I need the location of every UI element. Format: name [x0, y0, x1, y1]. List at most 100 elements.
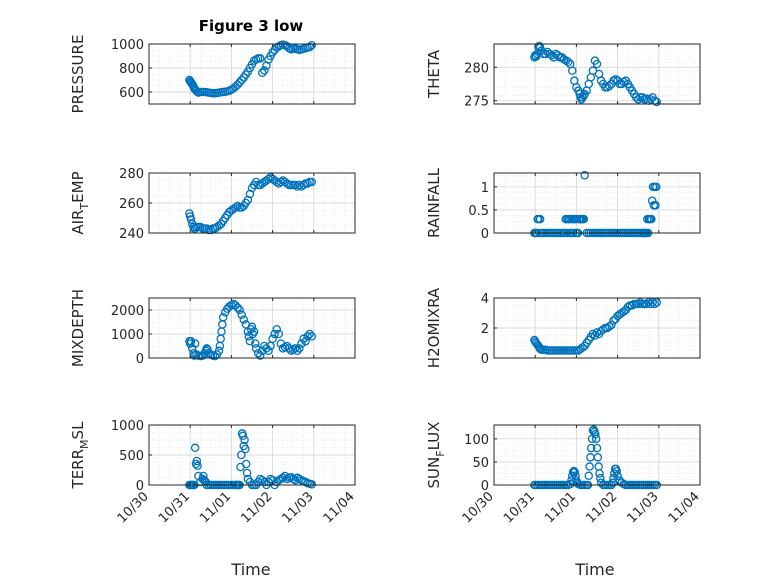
- y-axis-label: H2OMIXRA: [425, 287, 443, 368]
- axes-box: [493, 43, 701, 105]
- data-point: [202, 224, 211, 233]
- y-axis-label: THETA: [425, 49, 443, 99]
- data-point: [291, 475, 300, 485]
- data-point: [295, 344, 304, 353]
- data-point: [274, 329, 284, 339]
- y-axis-label-main: THETA: [425, 49, 443, 99]
- x-axis-label-right: Time: [574, 560, 614, 579]
- y-tick-label: 0: [481, 227, 489, 242]
- subplot-5: 0 1000 2000 MIXDEPTH: [69, 289, 356, 367]
- data-point: [255, 54, 265, 63]
- x-tick-label: 11/04: [321, 489, 358, 526]
- data-point: [186, 215, 196, 224]
- data-point: [592, 59, 602, 69]
- x-tick-label: 11/03: [625, 489, 662, 526]
- data-point: [214, 346, 224, 356]
- data-point: [541, 49, 550, 59]
- data-point: [193, 461, 202, 471]
- data-point: [282, 179, 292, 188]
- data-point: [651, 201, 660, 210]
- data-point: [235, 78, 244, 87]
- x-tick-label: 11/02: [583, 489, 620, 526]
- data-point: [282, 341, 292, 351]
- data-point: [241, 459, 251, 469]
- data-point: [233, 201, 242, 211]
- x-tick-label: 10/30: [460, 489, 497, 526]
- data-point: [586, 443, 596, 453]
- x-tick-label: 11/01: [542, 489, 579, 526]
- data-point: [646, 299, 655, 309]
- data-point: [210, 351, 220, 361]
- y-tick-label: 0: [136, 479, 144, 494]
- data-point: [295, 180, 304, 190]
- data-point: [258, 346, 267, 356]
- data-point: [235, 305, 244, 315]
- data-point: [199, 475, 209, 485]
- data-point: [278, 473, 288, 483]
- data-point: [253, 348, 263, 358]
- subplot-3: 240 260 280 AIRTEMP: [69, 167, 356, 242]
- data-point: [251, 339, 260, 348]
- data-point: [596, 473, 605, 483]
- data-point: [588, 329, 598, 339]
- data-point: [605, 81, 614, 91]
- x-tick-label: 10/30: [115, 489, 152, 526]
- data-point: [293, 182, 302, 191]
- axes-box: [493, 424, 701, 486]
- data-point: [260, 66, 269, 75]
- data-point: [644, 298, 653, 307]
- y-tick-label: 1000: [111, 419, 144, 434]
- y-tick-label: 0: [136, 352, 144, 367]
- y-tick-label: 280: [464, 61, 489, 76]
- data-point: [268, 334, 277, 344]
- data-point: [245, 336, 255, 346]
- subplot-1: 600 800 1000 PRESSURE: [69, 35, 356, 113]
- data-point: [264, 174, 273, 184]
- data-point: [648, 298, 657, 307]
- y-tick-label: 1: [481, 181, 489, 196]
- axes-box: [148, 297, 356, 359]
- figure-title: Figure 3 low: [199, 17, 304, 35]
- data-point: [569, 466, 579, 476]
- data-point: [305, 329, 314, 339]
- data-point: [307, 332, 316, 341]
- data-point: [636, 298, 645, 307]
- data-point: [305, 42, 314, 52]
- y-tick-label: 1000: [111, 328, 144, 343]
- y-axis-label-main: MIXDEPTH: [69, 289, 87, 367]
- data-point: [237, 310, 246, 320]
- data-point: [291, 180, 300, 190]
- data-point: [591, 429, 600, 439]
- data-point: [579, 214, 589, 224]
- data-point: [190, 443, 200, 453]
- axes-box: [493, 172, 701, 234]
- data-point: [619, 77, 629, 87]
- y-tick-label: 2000: [111, 304, 144, 319]
- data-point: [307, 177, 316, 187]
- data-point: [607, 320, 616, 330]
- data-point: [233, 303, 242, 312]
- subplot-7: 0 500 1000 10/30 10/31 11/01 11/02 11/03 11/04 TE…: [69, 419, 358, 526]
- y-tick-label: 50: [472, 456, 489, 471]
- axes-box: [148, 43, 356, 105]
- data-point: [633, 299, 643, 309]
- y-axis-label-tail: LUX: [425, 422, 443, 451]
- x-tick-label: 11/03: [280, 489, 317, 526]
- x-tick-label: 11/02: [238, 489, 275, 526]
- data-point: [612, 466, 622, 476]
- y-tick-label: 0: [481, 352, 489, 367]
- x-tick-label: 11/04: [666, 489, 703, 526]
- data-point: [249, 327, 259, 336]
- y-tick-label: 275: [464, 95, 489, 110]
- y-tick-label: 4: [481, 292, 489, 307]
- x-tick-label: 10/31: [501, 489, 538, 526]
- subplot-8: 0 50 100 10/30 10/31 11/01 11/02 11/03 11/04 SUNF…: [425, 422, 703, 527]
- data-point: [627, 301, 637, 310]
- subplot-6: 0 2 4 H2OMIXRA: [425, 287, 701, 368]
- data-point: [244, 332, 253, 341]
- subplot-4: 0 0.5 1 RAINFALL: [425, 167, 701, 242]
- data-point: [580, 171, 589, 180]
- data-point: [563, 57, 573, 67]
